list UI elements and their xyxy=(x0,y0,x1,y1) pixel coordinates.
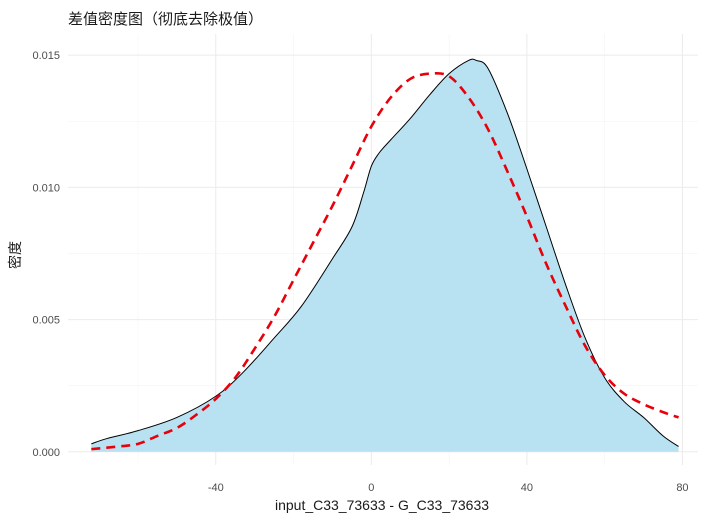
y-tick-label: 0.000 xyxy=(32,447,60,459)
x-axis-ticks: -40 0 40 80 xyxy=(208,482,689,494)
density-area-outline xyxy=(91,58,679,447)
normal-curve-layer xyxy=(91,71,679,451)
x-tick-label: -40 xyxy=(208,482,224,494)
density-area-fill xyxy=(91,59,679,452)
density-area-layer xyxy=(91,58,679,452)
y-axis-label: 密度 xyxy=(7,241,24,269)
y-tick-label: 0.015 xyxy=(32,50,60,62)
y-tick-label: 0.005 xyxy=(32,315,60,327)
x-tick-label: 0 xyxy=(368,482,374,494)
chart-title: 差值密度图（彻底去除极值） xyxy=(68,10,263,28)
normal-curve-line xyxy=(91,71,679,451)
x-tick-label: 80 xyxy=(676,482,688,494)
y-tick-label: 0.010 xyxy=(32,182,60,194)
y-axis-ticks: 0.000 0.005 0.010 0.015 xyxy=(32,50,60,459)
x-tick-label: 40 xyxy=(521,482,533,494)
x-axis-label: input_C33_73633 - G_C33_73633 xyxy=(275,497,489,513)
